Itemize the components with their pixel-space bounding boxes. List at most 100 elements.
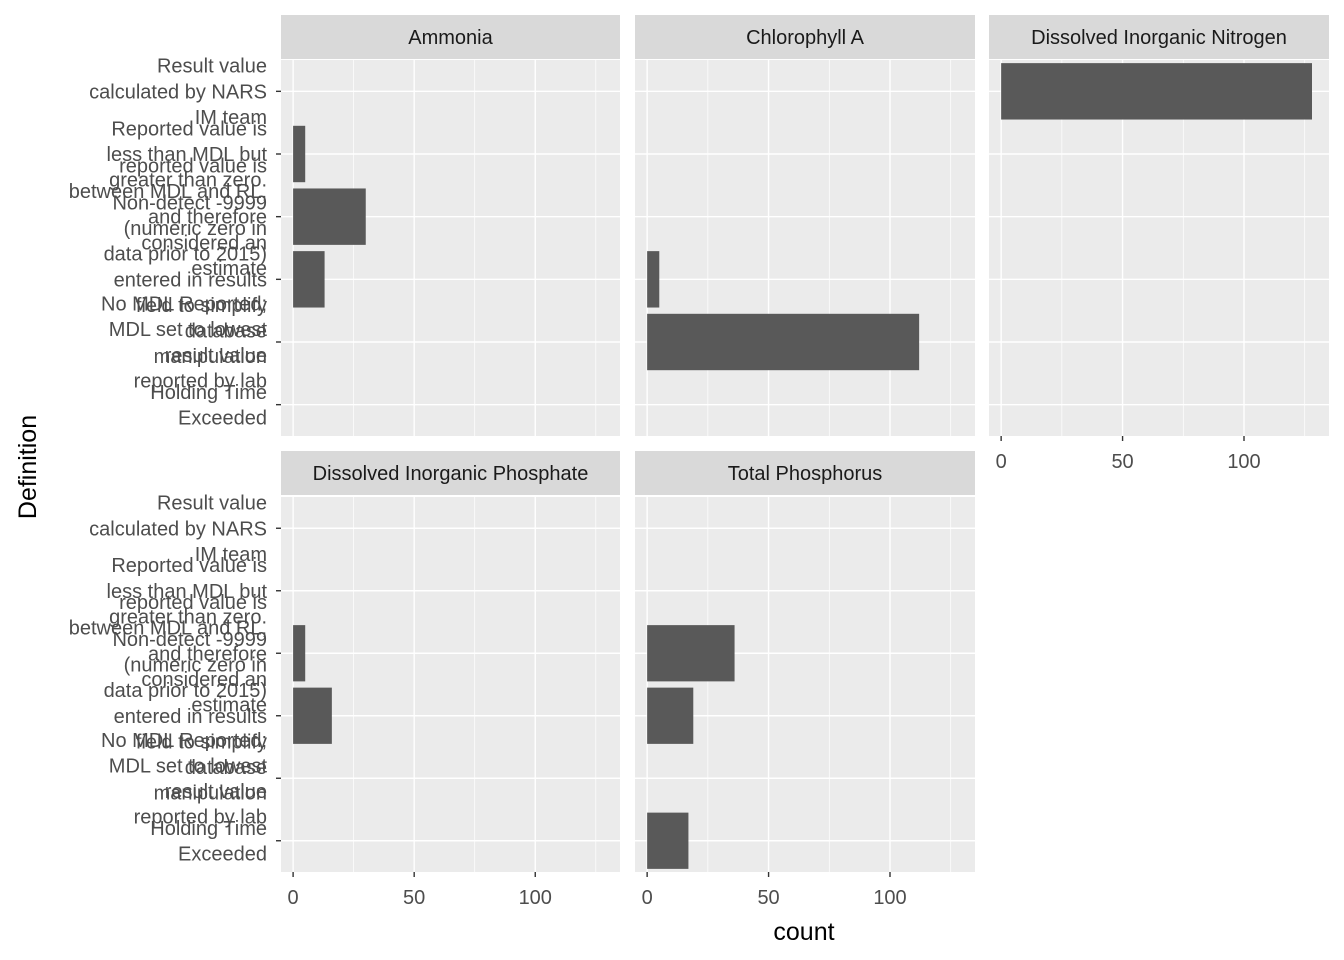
bar [647,251,660,308]
y-tick-label-line: greater than zero. [109,606,267,628]
panel-background [635,497,975,872]
x-tick-label: 50 [403,887,425,909]
bar [647,313,920,371]
y-tick-label-line: (numeric zero in [124,218,267,240]
y-tick-label-line: database [185,321,267,343]
y-tick-label: reported value is between MDL and RL, and … [69,592,267,716]
x-tick-label: 50 [757,887,779,909]
y-tick-label-line: greater than zero. [109,170,267,192]
x-tick-label: 50 [1111,451,1133,473]
facet-panel: Dissolved Inorganic Phosphate 0 50 100 [281,451,620,909]
y-tick-label-line: Holding Time [150,818,267,840]
facet-strip [635,15,975,59]
y-tick-label-line: Exceeded [178,844,267,866]
facet-panel: Chlorophyll A [635,15,975,436]
y-tick-label: No MDL Reported; MDL set to lowest result … [101,294,267,393]
bar [647,625,735,682]
y-tick-label-line: and therefore [148,207,267,229]
y-tick-label: Reported value is less than MDL but greate… [107,118,268,191]
y-tick-label-line: manipulation [154,783,267,805]
y-tick-label-line: result value [165,781,267,803]
facet-strip-label: Total Phosphorus [728,463,883,485]
x-tick-label: 0 [996,451,1007,473]
y-tick-label-line: field to simplify [136,731,267,753]
y-tick-label-line: Holding Time [150,382,267,404]
x-axis-title: count [773,918,834,946]
y-tick-label-line: reported value is [119,592,267,614]
y-tick-label: Holding Time Exceeded [150,382,267,430]
facet-strip-label: Dissolved Inorganic Nitrogen [1031,27,1287,49]
bar [647,812,689,869]
y-tick-label: No MDL Reported; MDL set to lowest result … [101,730,267,829]
y-tick-label-line: estimate [191,258,267,280]
facet-strip [281,15,620,59]
y-tick-label-line: Non-detect -9999 [112,193,267,215]
y-tick-label: Result value calculated by NARS IM team [89,56,267,129]
y-tick-label-line: calculated by NARS [89,518,267,540]
y-tick-label-line: reported value is [119,155,267,177]
facet-panel: Ammonia [281,15,620,436]
y-tick-label-line: estimate [191,694,267,716]
y-tick-label-line: IM team [195,107,267,129]
panel-background [281,497,620,872]
y-tick-label: Result value calculated by NARS IM team [89,493,267,566]
bar [1001,63,1312,120]
y-tick-label-line: database [185,757,267,779]
y-tick-label-line: considered an [141,669,267,691]
facet-panel: Total Phosphorus 0 50 100 [635,451,975,909]
y-tick-label-line: data prior to 2015) [104,244,267,266]
bar [293,625,306,682]
y-tick-label-line: less than MDL but [107,581,268,603]
bar [293,687,332,744]
y-tick-label-line: less than MDL but [107,144,268,166]
facet-strip-label: Ammonia [408,27,493,49]
x-tick-label: 100 [1227,451,1260,473]
y-tick-label-line: and therefore [148,643,267,665]
facet-panels: Ammonia Chlorophyll A Dissolved Inorganic … [281,15,1329,909]
y-tick-label: Holding Time Exceeded [150,818,267,866]
y-tick-label-line: Non-detect -9999 [112,629,267,651]
y-tick-label: Reported value is less than MDL but greate… [107,555,268,628]
y-tick-label-line: reported by lab [134,807,267,829]
facet-strip [635,451,975,495]
x-tick-label: 0 [642,887,653,909]
bar [647,687,694,744]
y-tick-label-line: between MDL and RL, [69,181,267,203]
y-tick-label: reported value is between MDL and RL, and … [69,155,267,279]
y-tick-label-line: considered an [141,232,267,254]
y-tick-label-line: Result value [157,493,267,515]
y-tick-label-line: entered in results [114,269,267,291]
y-tick-label-line: Reported value is [111,118,267,140]
bar [293,125,306,183]
facet-strip [989,15,1329,59]
y-tick-label-line: entered in results [114,706,267,728]
y-tick-label-line: Exceeded [178,407,267,429]
x-tick-label: 100 [873,887,906,909]
y-tick-label-line: data prior to 2015) [104,680,267,702]
y-tick-label-line: No MDL Reported; [101,730,267,752]
bar [293,251,325,308]
bar [293,188,366,245]
y-tick-label-line: calculated by NARS [89,81,267,103]
y-tick-label: Non-detect -9999 (numeric zero in data pri… [104,629,267,805]
y-tick-label-line: (numeric zero in [124,655,267,677]
panel-background [635,60,975,436]
y-axis-title: Definition [14,415,42,519]
y-tick-label-line: No MDL Reported; [101,294,267,316]
facet-panel: Dissolved Inorganic Nitrogen 0 50 100 [989,15,1329,473]
panel-background [281,60,620,436]
facet-strip [281,451,620,495]
y-tick-label-line: reported by lab [134,370,267,392]
y-tick-label-line: between MDL and RL, [69,618,267,640]
y-tick-label-line: MDL set to lowest [109,319,268,341]
axis-labels: Result value calculated by NARS IM teamRep… [69,56,281,866]
x-tick-label: 0 [288,887,299,909]
y-tick-label-line: MDL set to lowest [109,755,268,777]
y-tick-label-line: Reported value is [111,555,267,577]
y-tick-label-line: field to simplify [136,295,267,317]
facet-strip-label: Chlorophyll A [746,27,865,49]
y-tick-label-line: manipulation [154,346,267,368]
panel-background [989,60,1329,436]
y-tick-label: Non-detect -9999 (numeric zero in data pri… [104,193,267,369]
